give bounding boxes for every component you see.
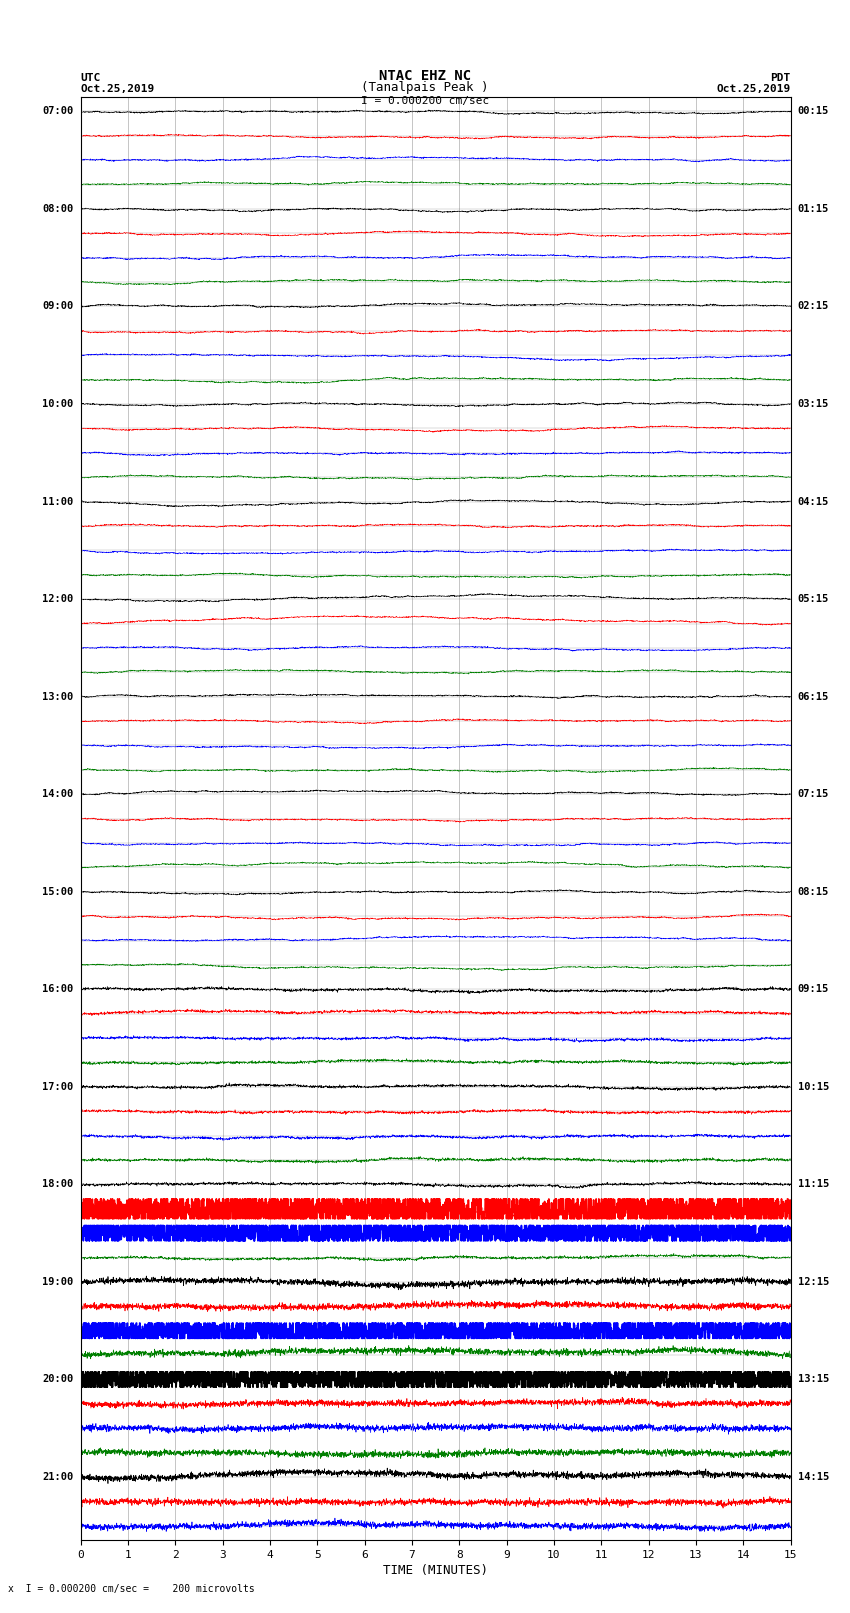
Text: 18:00: 18:00 [42, 1179, 74, 1189]
Text: 08:00: 08:00 [42, 203, 74, 215]
Text: 13:00: 13:00 [42, 692, 74, 702]
Text: 02:15: 02:15 [797, 302, 829, 311]
Text: x  I = 0.000200 cm/sec =    200 microvolts: x I = 0.000200 cm/sec = 200 microvolts [8, 1584, 255, 1594]
Text: 16:00: 16:00 [42, 984, 74, 994]
Text: 09:15: 09:15 [797, 984, 829, 994]
Text: 20:00: 20:00 [42, 1374, 74, 1384]
Text: (Tanalpais Peak ): (Tanalpais Peak ) [361, 81, 489, 94]
Text: 06:15: 06:15 [797, 692, 829, 702]
Text: I = 0.000200 cm/sec: I = 0.000200 cm/sec [361, 95, 489, 106]
Text: 07:15: 07:15 [797, 789, 829, 798]
X-axis label: TIME (MINUTES): TIME (MINUTES) [383, 1565, 488, 1578]
Text: 21:00: 21:00 [42, 1473, 74, 1482]
Text: 03:15: 03:15 [797, 398, 829, 410]
Text: 08:15: 08:15 [797, 887, 829, 897]
Text: 19:00: 19:00 [42, 1277, 74, 1287]
Text: 17:00: 17:00 [42, 1082, 74, 1092]
Text: 13:15: 13:15 [797, 1374, 829, 1384]
Text: 15:00: 15:00 [42, 887, 74, 897]
Text: 01:15: 01:15 [797, 203, 829, 215]
Text: 09:00: 09:00 [42, 302, 74, 311]
Text: 14:00: 14:00 [42, 789, 74, 798]
Text: 14:15: 14:15 [797, 1473, 829, 1482]
Text: PDT: PDT [770, 73, 790, 84]
Text: 12:15: 12:15 [797, 1277, 829, 1287]
Text: 04:15: 04:15 [797, 497, 829, 506]
Text: Oct.25,2019: Oct.25,2019 [717, 84, 790, 94]
Text: 12:00: 12:00 [42, 594, 74, 605]
Text: NTAC EHZ NC: NTAC EHZ NC [379, 69, 471, 84]
Text: 10:00: 10:00 [42, 398, 74, 410]
Text: Oct.25,2019: Oct.25,2019 [81, 84, 155, 94]
Text: 07:00: 07:00 [42, 106, 74, 116]
Text: 10:15: 10:15 [797, 1082, 829, 1092]
Text: 11:00: 11:00 [42, 497, 74, 506]
Text: UTC: UTC [81, 73, 101, 84]
Text: 00:15: 00:15 [797, 106, 829, 116]
Text: 11:15: 11:15 [797, 1179, 829, 1189]
Text: 05:15: 05:15 [797, 594, 829, 605]
